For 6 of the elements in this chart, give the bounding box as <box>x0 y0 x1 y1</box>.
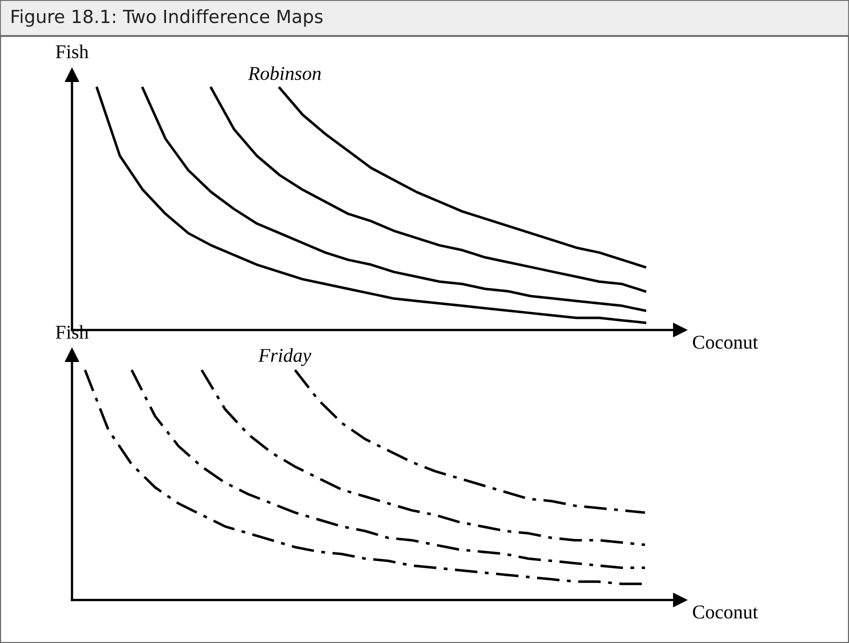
chart-title: Figure 18.1: Two Indifference Maps <box>12 9 323 27</box>
y-axis-title: Fish <box>56 44 88 58</box>
chart-subtitle: Robinson <box>248 66 321 80</box>
x-axis-title: Coconut <box>692 336 758 349</box>
x-axis-title: Coconut <box>692 606 758 619</box>
chart-subtitle: Friday <box>258 348 312 366</box>
